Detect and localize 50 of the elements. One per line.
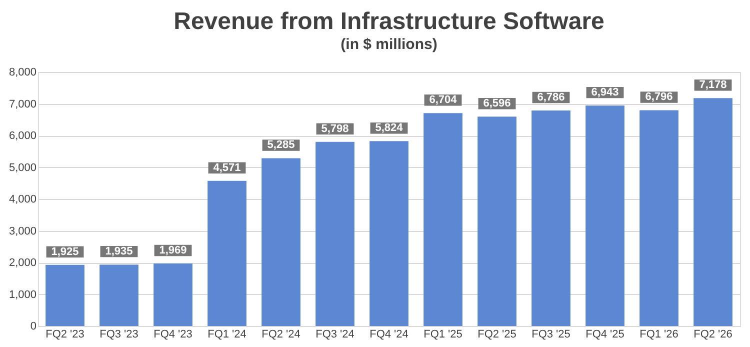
x-tick-label: FQ2 '23 (46, 328, 84, 340)
x-tick-label: FQ1 '24 (208, 328, 246, 340)
data-label: 6,786 (537, 92, 565, 104)
x-tick-label: FQ3 '24 (316, 328, 354, 340)
bar (424, 113, 462, 326)
data-label: 5,285 (267, 139, 295, 152)
x-tick-label: FQ1 '25 (424, 328, 462, 340)
data-label: 1,935 (105, 246, 133, 258)
x-tick-label: FQ4 '24 (370, 328, 408, 340)
bar (586, 106, 624, 326)
data-label: 6,596 (483, 98, 511, 110)
bar (154, 263, 192, 326)
bar (640, 110, 678, 326)
bar (532, 110, 570, 326)
y-tick-label: 0 (30, 320, 36, 332)
data-label: 4,571 (213, 162, 241, 174)
data-label: 1,925 (51, 246, 79, 258)
y-tick-label: 1,000 (8, 288, 36, 301)
bar (478, 116, 516, 326)
data-label: 7,178 (699, 79, 727, 92)
chart-subtitle: (in $ millions) (340, 36, 438, 53)
x-tick-label: FQ4 '23 (154, 328, 192, 340)
data-label: 6,796 (645, 91, 673, 104)
x-tick-label: FQ3 '25 (532, 328, 570, 340)
bar (262, 158, 300, 326)
y-tick-label: 7,000 (8, 98, 36, 110)
bar (100, 264, 138, 326)
data-label: 5,824 (375, 122, 404, 134)
x-tick-label: FQ4 '25 (586, 328, 624, 340)
y-tick-label: 6,000 (8, 130, 36, 142)
bar (208, 180, 246, 326)
bar (316, 142, 354, 326)
x-tick-label: FQ3 '23 (100, 328, 138, 340)
x-tick-label: FQ1 '26 (640, 328, 678, 340)
bar (694, 98, 732, 326)
y-tick-label: 5,000 (8, 162, 36, 174)
x-tick-label: FQ2 '26 (694, 328, 732, 340)
data-label: 6,943 (591, 86, 619, 99)
y-tick-label: 2,000 (8, 257, 36, 269)
x-tick-label: FQ2 '25 (478, 328, 516, 340)
bar (370, 141, 408, 326)
chart-title: Revenue from Infrastructure Software (174, 8, 604, 35)
bar (46, 264, 84, 326)
data-label: 6,704 (429, 94, 458, 106)
y-tick-label: 4,000 (8, 194, 36, 206)
y-tick-label: 3,000 (8, 225, 36, 238)
data-label: 1,969 (159, 244, 187, 256)
x-tick-label: FQ2 '24 (262, 328, 300, 340)
data-label: 5,798 (321, 122, 349, 135)
y-tick-label: 8,000 (8, 66, 36, 78)
